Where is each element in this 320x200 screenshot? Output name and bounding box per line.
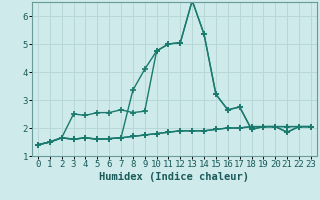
X-axis label: Humidex (Indice chaleur): Humidex (Indice chaleur) — [100, 172, 249, 182]
